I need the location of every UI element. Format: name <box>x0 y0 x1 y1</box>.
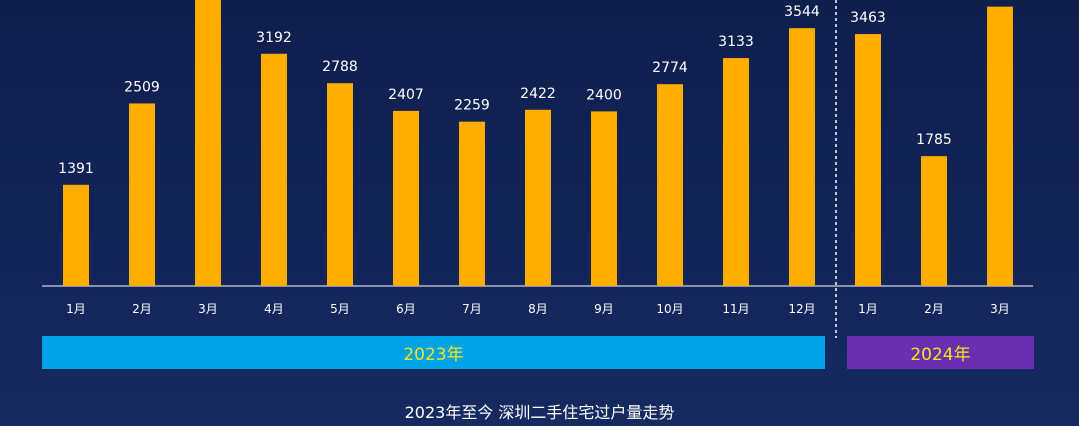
value-label-1: 1391 <box>58 161 94 177</box>
category-label-14: 2月 <box>924 302 944 316</box>
bar-5 <box>327 83 353 286</box>
year-band-2023: 2023年 <box>42 336 825 369</box>
bar-1 <box>63 184 89 286</box>
category-label-6: 6月 <box>396 302 416 316</box>
bar-4 <box>261 53 287 287</box>
category-label-15: 3月 <box>990 302 1010 316</box>
bar-3 <box>195 0 221 287</box>
category-label-7: 7月 <box>462 302 482 316</box>
value-label-11: 3133 <box>718 34 754 50</box>
value-label-8: 2422 <box>520 86 556 102</box>
bar-14 <box>921 156 947 286</box>
value-label-13: 3463 <box>850 10 886 26</box>
value-label-12: 3544 <box>784 4 820 20</box>
category-label-10: 10月 <box>656 302 683 316</box>
bar-10 <box>657 84 683 286</box>
bar-9 <box>591 111 617 287</box>
bar-2 <box>129 103 155 287</box>
value-label-14: 1785 <box>916 132 952 148</box>
category-label-5: 5月 <box>330 302 350 316</box>
chart-title: 2023年至今 深圳二手住宅过户量走势 <box>404 403 675 422</box>
bar-7 <box>459 121 485 287</box>
bar-6 <box>393 110 419 286</box>
bar-11 <box>723 58 749 286</box>
value-label-7: 2259 <box>454 98 490 114</box>
category-label-13: 1月 <box>858 302 878 316</box>
value-label-2: 2509 <box>124 79 160 95</box>
value-label-6: 2407 <box>388 87 424 103</box>
bar-12 <box>789 28 815 286</box>
category-label-1: 1月 <box>66 302 86 316</box>
category-label-9: 9月 <box>594 302 614 316</box>
bar-13 <box>855 34 881 287</box>
category-label-11: 11月 <box>722 302 749 316</box>
category-label-8: 8月 <box>528 302 548 316</box>
value-label-10: 2774 <box>652 60 688 76</box>
value-label-4: 3192 <box>256 30 292 46</box>
category-label-4: 4月 <box>264 302 284 316</box>
year-band-2024: 2024年 <box>847 336 1034 369</box>
category-label-2: 2月 <box>132 302 152 316</box>
value-label-9: 2400 <box>586 87 622 103</box>
bar-15 <box>987 6 1013 286</box>
value-label-5: 2788 <box>322 59 358 75</box>
bar-8 <box>525 109 551 286</box>
category-label-3: 3月 <box>198 302 218 316</box>
category-label-12: 12月 <box>788 302 815 316</box>
